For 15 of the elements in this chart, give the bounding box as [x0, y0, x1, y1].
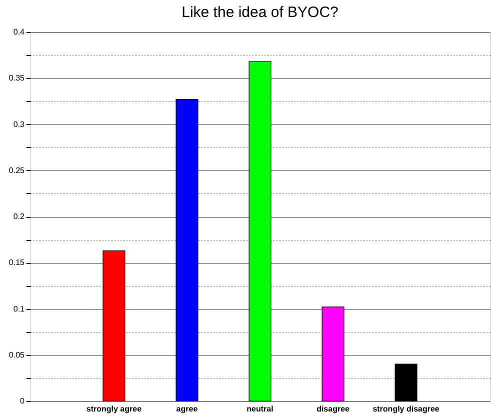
chart-title: Like the idea of BYOC? [182, 4, 338, 21]
x-tick-label: strongly disagree [372, 404, 440, 414]
x-tick-label: neutral [246, 404, 274, 414]
y-tick-label: 0.35 [8, 74, 26, 83]
y-tick-label: 0.3 [13, 120, 26, 129]
x-tick-label: agree [176, 404, 198, 414]
y-tick-label: 0.25 [8, 166, 26, 175]
y-tick-label: 0.2 [13, 212, 26, 221]
x-tick-label: disagree [316, 404, 350, 414]
y-tick-label: 0.05 [8, 350, 26, 360]
y-tick-label: 0.15 [8, 258, 26, 268]
y-tick-label: 0 [20, 396, 26, 406]
x-tick-label: strongly agree [86, 404, 142, 414]
y-tick-label: 0.4 [13, 28, 26, 36]
y-tick-label: 0.1 [13, 304, 26, 314]
